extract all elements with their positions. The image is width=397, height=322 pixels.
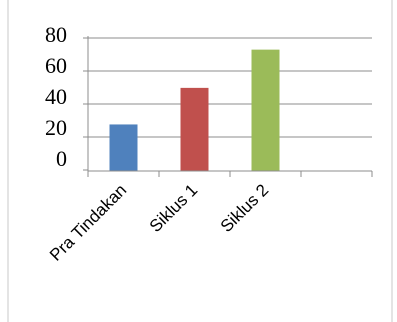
x-axis-tick-labels: Pra Tindakan Siklus 1 Siklus 2: [46, 180, 272, 264]
y-axis-tick-labels: 80 60 40 20 0: [45, 22, 67, 171]
y-tick-label: 0: [56, 146, 67, 171]
y-tick-label: 40: [45, 84, 67, 109]
gridlines: [88, 37, 372, 138]
x-tick-label: Siklus 1: [146, 180, 202, 236]
bar-siklus-1: [180, 87, 209, 171]
bars: [109, 49, 280, 172]
x-tick-label: Pra Tindakan: [46, 180, 130, 264]
axes: [83, 36, 373, 177]
y-tick-label: 20: [45, 115, 67, 140]
bar-pra-tindakan: [109, 124, 138, 171]
bar-siklus-2: [251, 49, 280, 172]
y-tick-label: 60: [45, 53, 67, 78]
x-tick-label: Siklus 2: [217, 180, 273, 236]
y-tick-label: 80: [45, 22, 67, 47]
